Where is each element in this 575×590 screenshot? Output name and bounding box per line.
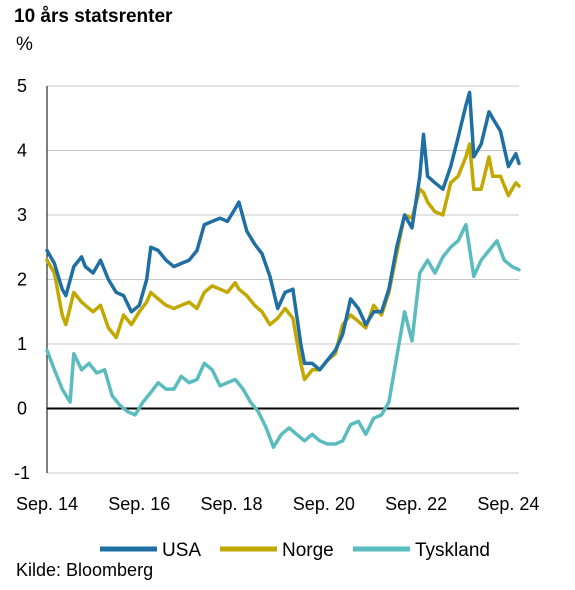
y-tick-label: 5 (17, 76, 27, 96)
y-tick-label: 2 (17, 270, 27, 290)
series-line-norge (45, 142, 521, 382)
x-tick-label: Sep. 24 (477, 494, 539, 514)
y-axis-ticks: -1 0 1 2 3 4 5 (14, 76, 30, 483)
x-tick-label: Sep. 16 (108, 494, 170, 514)
chart-title: 10 års statsrenter (14, 6, 173, 27)
y-tick-label: 4 (17, 141, 27, 161)
series-line-tyskland (45, 222, 521, 449)
legend-label-usa: USA (162, 540, 201, 561)
legend-label-norge: Norge (282, 540, 334, 561)
x-axis-ticks: Sep. 14 Sep. 16 Sep. 18 Sep. 20 Sep. 22 Sep. … (16, 494, 539, 514)
y-tick-label: 1 (17, 334, 27, 354)
legend-label-tyskland: Tyskland (415, 540, 490, 561)
series-line-usa (45, 90, 521, 372)
y-axis-unit: % (16, 34, 33, 55)
y-tick-label: 0 (17, 399, 27, 419)
y-tick-label: 3 (17, 205, 27, 225)
x-tick-label: Sep. 18 (201, 494, 263, 514)
grid-lines (46, 85, 519, 474)
legend: USA Norge Tyskland (100, 540, 490, 561)
x-tick-label: Sep. 22 (385, 494, 447, 514)
x-tick-label: Sep. 20 (293, 494, 355, 514)
x-tick-label: Sep. 14 (16, 494, 78, 514)
source-note: Kilde: Bloomberg (16, 560, 154, 580)
y-tick-label: -1 (14, 463, 30, 483)
series-lines (45, 90, 521, 449)
